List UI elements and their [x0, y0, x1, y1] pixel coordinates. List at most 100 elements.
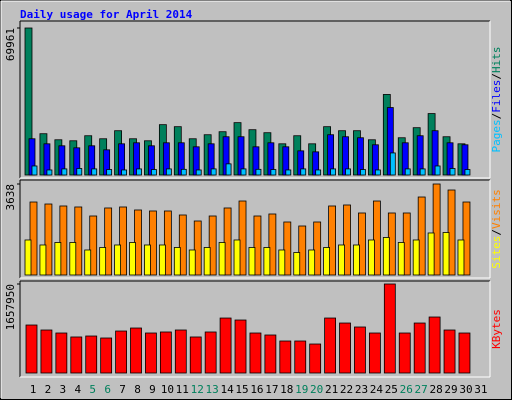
- x-tick-label: 11: [176, 383, 189, 396]
- bar: [368, 332, 381, 374]
- x-tick-label: 5: [89, 383, 96, 396]
- bar: [323, 247, 331, 276]
- bar: [195, 169, 202, 176]
- x-tick-label: 26: [400, 383, 413, 396]
- bar: [70, 336, 83, 374]
- bar: [84, 249, 92, 276]
- bar: [263, 247, 271, 276]
- bar: [130, 327, 142, 374]
- bar: [249, 332, 262, 374]
- x-tick-label: 31: [474, 383, 487, 396]
- bar: [25, 324, 38, 374]
- bar: [29, 201, 38, 276]
- bar: [339, 322, 351, 374]
- x-tick-label: 30: [459, 383, 472, 396]
- y-tick-label: 1657950: [4, 284, 17, 330]
- bar: [293, 252, 301, 276]
- legend: Pages/Files/Hits: [490, 47, 503, 153]
- x-tick-label: 3: [60, 383, 67, 396]
- bar: [121, 169, 127, 176]
- bar: [149, 210, 157, 276]
- bar: [268, 213, 277, 276]
- x-tick-label: 19: [295, 383, 308, 396]
- bar: [39, 244, 47, 276]
- bar: [413, 322, 426, 374]
- bar: [328, 205, 337, 276]
- bar: [145, 332, 157, 374]
- x-tick-label: 24: [370, 383, 384, 396]
- bar: [61, 168, 68, 176]
- bar: [300, 168, 307, 176]
- bar: [397, 242, 405, 276]
- x-tick-label: 15: [235, 383, 248, 396]
- legend-entry: Sites: [490, 236, 503, 269]
- legend-entry: Pages: [490, 119, 503, 152]
- x-tick-label: 28: [429, 383, 442, 396]
- bar: [457, 239, 465, 276]
- bar: [313, 221, 322, 276]
- bar: [345, 168, 351, 176]
- bar: [374, 169, 381, 176]
- bar: [298, 225, 307, 276]
- chart-title: Daily usage for April 2014: [20, 8, 193, 21]
- y-tick-label: 3638: [4, 184, 17, 211]
- legend-separator: /: [490, 113, 503, 120]
- bar: [432, 183, 441, 276]
- bar: [54, 242, 62, 276]
- bar: [114, 244, 121, 276]
- bar: [174, 329, 187, 374]
- bar: [442, 232, 450, 276]
- bar: [324, 317, 337, 374]
- bar: [55, 332, 68, 374]
- bar: [412, 239, 420, 276]
- bar: [24, 239, 32, 276]
- bar: [354, 326, 366, 374]
- bar: [338, 244, 345, 276]
- legend-entry: Hits: [490, 47, 503, 74]
- y-tick-label: 69961: [4, 28, 17, 61]
- bar: [372, 200, 381, 276]
- bar: [218, 242, 226, 276]
- bar: [106, 169, 113, 176]
- x-tick-label: 20: [310, 383, 323, 396]
- bar: [309, 343, 322, 374]
- bar: [253, 215, 262, 276]
- bar: [330, 168, 337, 176]
- bar: [343, 204, 351, 276]
- x-tick-label: 27: [415, 383, 428, 396]
- bar: [353, 244, 360, 276]
- bar: [40, 329, 53, 374]
- bar: [104, 207, 113, 276]
- bar: [189, 336, 202, 374]
- x-tick-label: 8: [134, 383, 141, 396]
- bar: [428, 316, 441, 374]
- x-tick-label: 22: [340, 383, 353, 396]
- bar: [285, 169, 292, 176]
- legend-entry: KBytes: [490, 309, 503, 349]
- bar: [219, 317, 232, 374]
- bar: [255, 168, 262, 176]
- x-tick-label: 2: [45, 383, 52, 396]
- bar: [382, 237, 390, 276]
- bar: [119, 206, 127, 276]
- bar: [129, 242, 136, 276]
- x-tick-label: 7: [119, 383, 126, 396]
- legend-separator: /: [490, 73, 503, 80]
- bar: [223, 207, 232, 276]
- x-tick-label: 14: [220, 383, 234, 396]
- bar: [159, 331, 172, 374]
- x-tick-label: 21: [325, 383, 338, 396]
- bar: [69, 242, 77, 276]
- x-tick-label: 13: [206, 383, 219, 396]
- bar: [203, 247, 211, 276]
- bar: [279, 340, 292, 374]
- bar: [158, 244, 166, 276]
- bar: [398, 332, 411, 374]
- bar: [178, 214, 187, 276]
- bar: [464, 169, 471, 176]
- x-tick-label: 1: [30, 383, 37, 396]
- bar: [308, 249, 316, 276]
- bar: [136, 168, 142, 176]
- bar: [208, 215, 217, 276]
